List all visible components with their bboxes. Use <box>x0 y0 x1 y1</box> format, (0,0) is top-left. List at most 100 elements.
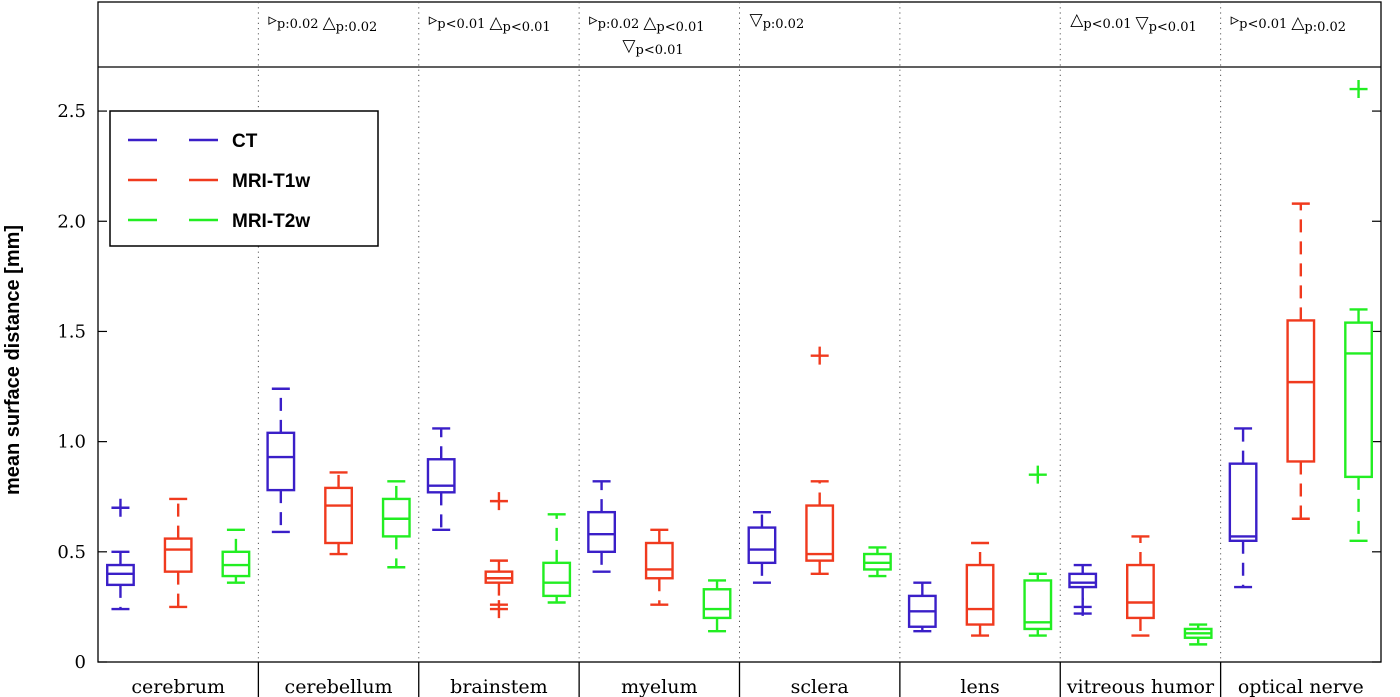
box-mri-t2w <box>1023 465 1053 637</box>
iqr-box <box>542 561 572 598</box>
box-mri-t1w <box>484 492 514 619</box>
significance-symbol: ▹ <box>589 10 598 30</box>
y-tick-label: 0 <box>75 652 86 673</box>
box-ct <box>1068 563 1098 616</box>
significance-p-value: p:0.02 <box>336 20 378 35</box>
iqr-box <box>644 541 674 580</box>
box-mri-t2w <box>1183 623 1213 646</box>
iqr-box <box>587 510 617 554</box>
legend: CT MRI-T1w MRI-T2w <box>109 110 379 247</box>
category-label: cerebrum <box>131 676 225 697</box>
significance-p-value: p<0.01 <box>503 20 551 35</box>
box-mri-t2w <box>542 513 572 604</box>
category-label: vitreous humor <box>1066 676 1215 697</box>
significance-p-value: p:0.02 <box>598 17 640 32</box>
box-mri-t2w <box>221 528 251 584</box>
y-tick-label: 1.5 <box>57 321 86 342</box>
iqr-box <box>1068 572 1098 589</box>
significance-p-value: p<0.01 <box>636 43 684 58</box>
significance-label: ▽p:0.02 <box>750 10 805 32</box>
significance-p-value: p<0.01 <box>1239 17 1287 32</box>
significance-label: ▹p:0.02 △p:0.02 <box>268 10 377 35</box>
x-axis: cerebrum cerebellum brainstem myelum sclera l… <box>131 676 1363 697</box>
significance-label: ▽p<0.01 <box>622 36 683 58</box>
iqr-box <box>805 504 835 562</box>
outlier-marker <box>810 346 829 365</box>
significance-p-value: p<0.01 <box>1149 20 1197 35</box>
box-mri-t2w <box>1344 80 1373 542</box>
significance-p-value: p<0.01 <box>656 20 704 35</box>
y-tick-label: 1.0 <box>57 432 86 453</box>
category-label: myelum <box>621 676 697 697</box>
box-mri-t2w <box>862 546 892 578</box>
significance-label: ▹p<0.01 △p:0.02 <box>1231 10 1346 35</box>
legend-label-mri-t2w: MRI-T2w <box>232 211 310 232</box>
significance-symbol: ▹ <box>429 10 438 30</box>
significance-label: △p<0.01 ▽p<0.01 <box>1070 10 1197 35</box>
category-label: optical nerve <box>1238 676 1364 697</box>
box-ct <box>426 427 456 531</box>
box-ct <box>106 498 135 611</box>
significance-p-value: p:0.02 <box>763 17 805 32</box>
significance-p-value: p<0.01 <box>1083 17 1131 32</box>
iqr-box <box>1023 579 1053 631</box>
outlier-marker <box>111 498 130 517</box>
significance-symbol: ▹ <box>268 10 277 30</box>
outlier-marker <box>1073 597 1092 616</box>
iqr-box <box>1228 462 1258 542</box>
significance-label: ▹p<0.01 △p<0.01 <box>429 10 551 35</box>
iqr-box <box>266 431 296 492</box>
y-axis-label: mean surface distance [mm] <box>2 225 24 495</box>
significance-label: ▹p:0.02 △p<0.01 <box>589 10 704 35</box>
iqr-box <box>426 458 456 494</box>
box-ct <box>907 581 937 633</box>
significance-symbol: △ <box>643 13 657 33</box>
significance-symbol: △ <box>323 13 337 33</box>
legend-box <box>109 110 379 247</box>
iqr-box <box>324 486 353 545</box>
outlier-marker <box>1028 465 1047 484</box>
box-mri-t1w <box>163 497 193 609</box>
significance-symbol: ▹ <box>1231 10 1240 30</box>
box-ct <box>266 387 296 534</box>
significance-p-value: p<0.01 <box>437 17 485 32</box>
boxes <box>106 80 1373 646</box>
outlier-marker <box>1349 80 1368 99</box>
legend-label-ct: CT <box>232 131 258 152</box>
outlier-marker <box>489 492 508 511</box>
category-label: brainstem <box>450 676 548 697</box>
category-label: cerebellum <box>285 676 393 697</box>
box-mri-t1w <box>1126 535 1155 637</box>
iqr-box <box>747 526 777 565</box>
category-label: sclera <box>791 676 849 697</box>
legend-label-mri-t1w: MRI-T1w <box>232 171 310 192</box>
significance-annotations: ▹p:0.02 △p:0.02 ▹p<0.01 △p<0.01 ▹p:0.02 △p<0.… <box>268 10 1346 58</box>
box-ct <box>747 510 777 584</box>
iqr-box <box>1286 319 1316 463</box>
significance-symbol: △ <box>489 13 503 33</box>
box-ct <box>587 480 617 573</box>
significance-symbol: ▽ <box>622 36 636 56</box>
iqr-box <box>1126 563 1155 620</box>
box-mri-t1w <box>324 471 353 556</box>
box-mri-t1w <box>1286 202 1316 520</box>
box-mri-t2w <box>381 480 411 569</box>
y-tick-label: 2.0 <box>57 211 86 232</box>
iqr-box <box>163 537 193 573</box>
y-axis: 0 0.5 1.0 1.5 2.0 2.5 <box>57 101 1381 673</box>
iqr-box <box>702 588 732 620</box>
significance-symbol: △ <box>1291 13 1305 33</box>
y-tick-label: 2.5 <box>57 101 86 122</box>
significance-symbol: ▽ <box>1136 13 1150 33</box>
significance-symbol: △ <box>1070 10 1084 30</box>
box-mri-t1w <box>805 346 835 576</box>
category-label: lens <box>960 676 999 697</box>
significance-symbol: ▽ <box>750 10 764 30</box>
category-separators <box>257 2 1222 697</box>
outlier-marker <box>489 600 508 619</box>
iqr-box <box>965 563 995 626</box>
box-mri-t2w <box>702 579 732 633</box>
y-tick-label: 0.5 <box>57 542 86 563</box>
significance-p-value: p:0.02 <box>277 17 319 32</box>
